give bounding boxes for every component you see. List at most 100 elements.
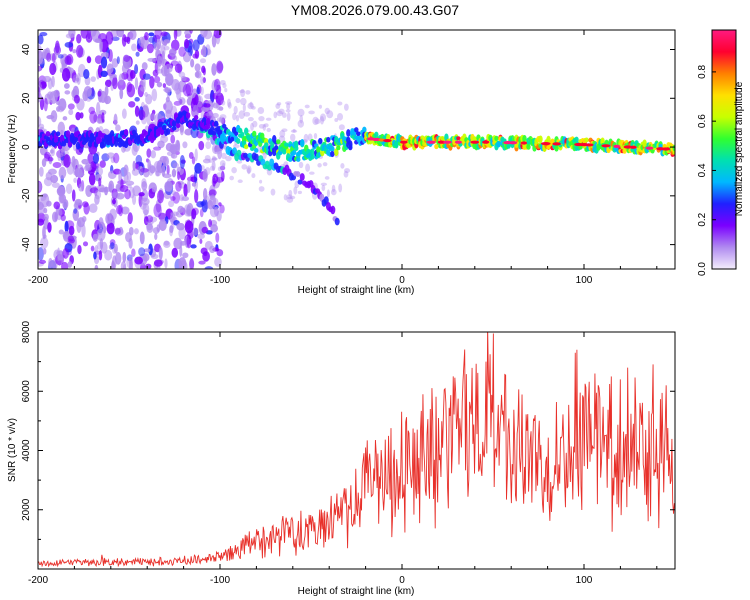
spectrogram-noise-cell xyxy=(104,249,113,261)
spectrogram-noise-cell xyxy=(164,99,173,114)
spectrogram-band-cell xyxy=(496,141,501,148)
spectrogram-fringe-cell xyxy=(229,175,235,181)
spectrogram-branch-cell xyxy=(260,158,266,166)
spectrogram-noise-cell xyxy=(144,31,149,41)
spectrogram-noise-cell xyxy=(166,164,170,176)
spectrogram-noise-cell xyxy=(47,78,53,90)
snr-y-tick-label: 2000 xyxy=(21,498,32,521)
spectrogram-fringe-cell xyxy=(326,189,330,198)
spectrogram-noise-cell xyxy=(163,240,170,246)
spectrogram-noise-cell xyxy=(162,173,172,179)
spectrogram-band-cell xyxy=(159,128,165,136)
spectrogram-band-cell xyxy=(193,114,199,121)
spectrogram-noise-cell xyxy=(111,260,115,269)
spectrogram-noise-cell xyxy=(147,159,152,172)
spectrogram-band-cell xyxy=(336,145,341,151)
spectrogram-noise-cell xyxy=(116,30,125,38)
spectrogram-noise-cell xyxy=(157,212,166,220)
spectrogram-core-cell xyxy=(601,144,611,148)
spectrogram-noise-cell xyxy=(160,135,169,144)
spectrogram-fringe-cell xyxy=(297,190,303,195)
spectrogram-branch-cell xyxy=(291,174,297,181)
spectrogram-band-cell xyxy=(310,148,315,157)
spectrogram-core-cell xyxy=(540,141,551,146)
spectrogram-y-tick-label: 40 xyxy=(21,44,32,56)
spectrogram-noise-cell xyxy=(163,87,172,93)
spectrogram-fringe-cell xyxy=(235,98,241,104)
spectrogram-fringe-cell xyxy=(334,118,339,122)
spectrogram-noise-cell xyxy=(196,86,200,95)
spectrogram-band-cell xyxy=(211,130,217,136)
spectrogram-noise-cell xyxy=(219,165,226,171)
spectrogram-noise-cell xyxy=(155,170,160,177)
spectrogram-noise-cell xyxy=(64,90,71,95)
spectrogram-noise-cell xyxy=(38,65,41,73)
spectrogram-fringe-cell xyxy=(233,105,238,115)
spectrogram-fringe-cell xyxy=(236,160,243,164)
spectrogram-noise-cell xyxy=(61,68,71,82)
spectrogram-noise-cell xyxy=(170,196,176,201)
spectrogram-fringe-cell xyxy=(318,104,322,109)
spectrogram-noise-cell xyxy=(71,189,76,202)
spectrogram-noise-cell xyxy=(63,83,70,89)
spectrogram-noise-cell xyxy=(194,189,199,203)
spectrogram-noise-cell xyxy=(96,102,101,116)
snr-marks xyxy=(38,332,675,568)
spectrogram-noise-cell xyxy=(141,180,148,191)
spectrogram-noise-cell xyxy=(57,54,64,59)
spectrogram-fringe-cell xyxy=(208,158,213,164)
spectrogram-fringe-cell xyxy=(304,104,310,109)
spectrogram-fringe-cell xyxy=(276,110,283,117)
spectrogram-noise-cell xyxy=(172,191,181,204)
spectrogram-fringe-cell xyxy=(204,154,211,161)
spectrogram-band-cell xyxy=(330,145,335,152)
spectrogram-noise-cell xyxy=(71,70,77,83)
spectrogram-noise-cell xyxy=(56,106,61,112)
spectrogram-noise-cell xyxy=(82,201,89,208)
spectrogram-band-cell xyxy=(171,126,177,131)
spectrogram-fringe-cell xyxy=(218,116,225,124)
spectrogram-x-tick-label: -200 xyxy=(28,275,48,286)
spectrogram-fringe-cell xyxy=(266,169,273,176)
spectrogram-band-cell xyxy=(494,135,499,142)
spectrogram-fringe-cell xyxy=(259,179,263,184)
spectrogram-fringe-cell xyxy=(281,128,288,132)
spectrogram-noise-cell xyxy=(77,244,82,255)
spectrogram-band-cell xyxy=(316,146,321,154)
spectrogram-noise-cell xyxy=(143,248,151,253)
spectrogram-noise-cell xyxy=(156,38,162,50)
spectrogram-band-cell xyxy=(294,140,299,148)
spectrogram-fringe-cell xyxy=(204,112,211,117)
spectrogram-fringe-cell xyxy=(326,110,334,119)
spectrogram-noise-cell xyxy=(211,63,217,76)
spectrogram-noise-cell xyxy=(38,247,44,261)
spectrogram-fringe-cell xyxy=(266,127,271,133)
spectrogram-fringe-cell xyxy=(200,165,205,171)
spectrogram-fringe-cell xyxy=(238,110,245,120)
spectrogram-noise-cell xyxy=(99,160,106,168)
spectrogram-fringe-cell xyxy=(237,179,243,184)
spectrogram-noise-cell xyxy=(93,114,98,123)
spectrogram-noise-cell xyxy=(201,65,206,74)
spectrogram-noise-cell xyxy=(133,228,139,235)
spectrogram-noise-cell xyxy=(165,72,174,86)
snr-x-tick-label: 0 xyxy=(399,575,405,586)
spectrogram-fringe-cell xyxy=(257,106,265,115)
spectrogram-fringe-cell xyxy=(322,162,328,167)
spectrogram-noise-cell xyxy=(110,242,115,250)
spectrogram-fringe-cell xyxy=(289,195,296,200)
spectrogram-fringe-cell xyxy=(286,112,291,122)
spectrogram-fringe-cell xyxy=(200,76,205,85)
spectrogram-noise-cell xyxy=(85,162,90,171)
spectrogram-fringe-cell xyxy=(241,164,248,170)
spectrogram-noise-cell xyxy=(171,54,178,62)
spectrogram-noise-cell xyxy=(198,140,205,151)
spectrogram-noise-cell xyxy=(202,158,211,164)
spectrogram-core-cell xyxy=(629,145,637,149)
spectrogram-noise-cell xyxy=(103,187,111,193)
spectrogram-noise-cell xyxy=(210,224,218,233)
spectrogram-noise-cell xyxy=(144,91,148,97)
spectrogram-fringe-cell xyxy=(314,118,321,125)
spectrogram-noise-cell xyxy=(182,51,192,63)
spectrogram-branch-cell xyxy=(232,147,238,155)
